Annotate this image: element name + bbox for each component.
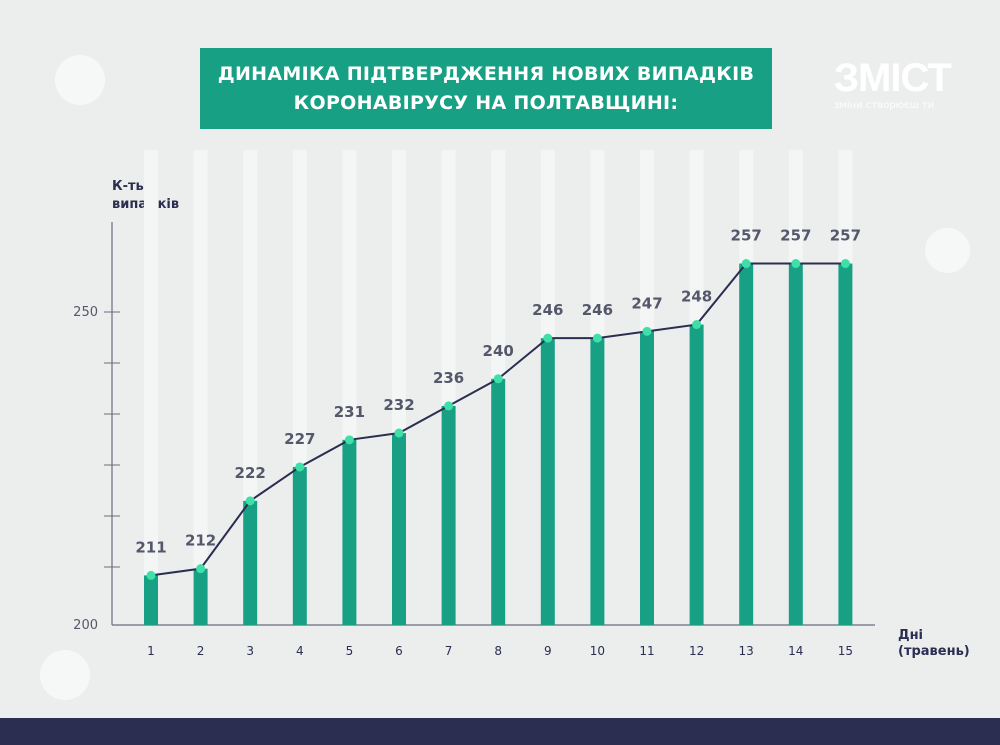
data-label: 232 (383, 396, 414, 414)
chart-title: ДИНАМІКА ПІДТВЕРДЖЕННЯ НОВИХ ВИПАДКІВ КО… (200, 48, 772, 129)
x-tick-label: 1 (147, 644, 155, 658)
bar (292, 466, 307, 625)
data-point (692, 320, 702, 330)
data-point (791, 259, 801, 269)
data-label: 211 (135, 538, 166, 556)
logo: ЗМІСТ зміни створюєш ти (834, 56, 952, 112)
data-point (394, 428, 404, 438)
y-label-line: К-ть (112, 179, 144, 194)
data-label: 257 (830, 227, 861, 245)
data-label: 257 (731, 227, 762, 245)
x-tick-label: 14 (788, 644, 803, 658)
data-point (741, 259, 751, 269)
x-tick-label: 10 (590, 644, 605, 658)
x-tick-label: 15 (838, 644, 853, 658)
x-tick-label: 8 (494, 644, 502, 658)
data-label: 257 (780, 227, 811, 245)
data-label: 247 (631, 294, 662, 312)
column-highlight (193, 150, 208, 625)
y-tick-label: 250 (73, 305, 98, 320)
data-point (245, 496, 255, 506)
bar (491, 378, 506, 625)
x-tick-label: 6 (395, 644, 403, 658)
data-label: 246 (582, 301, 613, 319)
data-point (543, 333, 553, 343)
bar (144, 575, 158, 625)
virus-decoration (55, 55, 105, 105)
x-label-line: Дні (898, 628, 924, 643)
logo-name: ЗМІСТ (834, 56, 952, 100)
data-label: 246 (532, 301, 563, 319)
data-label: 248 (681, 288, 712, 306)
x-tick-label: 9 (544, 644, 552, 658)
data-label: 236 (433, 369, 464, 387)
data-point (642, 326, 652, 336)
data-point (146, 570, 156, 580)
bar (392, 433, 406, 625)
bar (739, 263, 754, 625)
title-line: ДИНАМІКА ПІДТВЕРДЖЕННЯ НОВИХ ВИПАДКІВ (217, 62, 755, 85)
data-label: 222 (235, 464, 266, 482)
bar (640, 331, 654, 625)
x-tick-label: 4 (296, 644, 304, 658)
footer-bar (0, 718, 1000, 745)
bar (243, 500, 258, 625)
bar (788, 263, 803, 625)
bar (540, 338, 555, 625)
x-label-line: (травень) (898, 644, 970, 659)
x-tick-label: 3 (246, 644, 254, 658)
data-point (840, 259, 850, 269)
x-tick-label: 5 (346, 644, 354, 658)
data-label: 231 (334, 403, 365, 421)
column-highlight (144, 150, 158, 625)
data-point (592, 333, 602, 343)
data-point (295, 462, 305, 472)
data-label: 227 (284, 430, 315, 448)
virus-decoration (40, 650, 90, 700)
x-tick-label: 7 (445, 644, 453, 658)
data-label: 212 (185, 532, 216, 550)
x-axis-label: Дні (травень) (898, 628, 970, 660)
virus-decoration (925, 228, 970, 273)
bar (689, 324, 704, 625)
x-tick-label: 12 (689, 644, 704, 658)
title-line: КОРОНАВІРУСУ НА ПОЛТАВЩИНІ: (293, 91, 679, 114)
data-point (196, 564, 206, 574)
bar (342, 439, 357, 625)
bar (590, 338, 605, 625)
data-label: 240 (483, 342, 514, 360)
logo-tagline: зміни створюєш ти (834, 100, 935, 111)
data-point (493, 374, 503, 384)
x-tick-label: 2 (197, 644, 205, 658)
x-tick-label: 13 (739, 644, 754, 658)
x-tick-label: 11 (639, 644, 654, 658)
bar (193, 568, 208, 625)
data-point (444, 401, 454, 411)
y-tick-label: 200 (73, 618, 98, 633)
data-point (344, 435, 354, 445)
bar (838, 263, 853, 625)
bar (441, 405, 456, 625)
